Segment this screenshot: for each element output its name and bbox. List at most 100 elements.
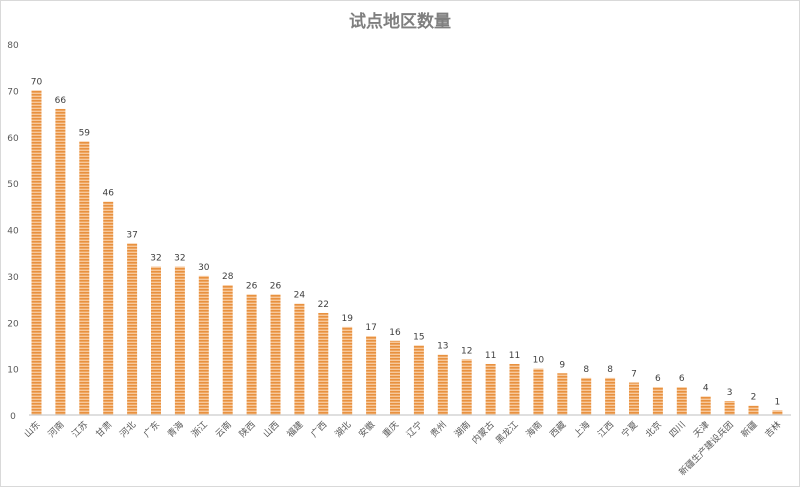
x-tick-label: 西藏 xyxy=(547,419,568,440)
bar xyxy=(198,275,209,415)
bar xyxy=(342,326,353,415)
x-tick-label: 山西 xyxy=(261,419,282,440)
x-tick-label: 重庆 xyxy=(380,419,401,440)
x-tick-label: 四川 xyxy=(668,420,688,440)
data-label: 8 xyxy=(583,365,589,375)
x-tick-label: 青海 xyxy=(165,419,186,440)
bar xyxy=(772,410,783,415)
bar xyxy=(294,303,305,415)
x-tick-label: 湖南 xyxy=(452,419,473,440)
data-label: 6 xyxy=(679,374,685,384)
x-tick-label: 陕西 xyxy=(236,419,257,440)
bar xyxy=(31,90,42,415)
y-tick-label: 40 xyxy=(7,227,19,237)
bar xyxy=(246,294,257,415)
data-label: 6 xyxy=(655,374,661,384)
x-tick-label: 广西 xyxy=(308,419,329,440)
y-axis: 0 10 20 30 40 50 60 70 80 xyxy=(7,41,19,422)
y-tick-label: 30 xyxy=(7,273,19,283)
x-tick-label: 云南 xyxy=(213,419,234,440)
y-tick-label: 50 xyxy=(7,180,19,190)
data-label: 24 xyxy=(294,291,306,301)
data-label: 17 xyxy=(365,323,376,333)
data-label: 4 xyxy=(703,383,709,393)
bar xyxy=(318,312,329,415)
data-label: 70 xyxy=(31,77,43,87)
bar xyxy=(485,363,496,415)
x-tick-label: 黑龙江 xyxy=(493,419,521,447)
data-label: 2 xyxy=(751,393,757,403)
x-tick-label: 海南 xyxy=(523,419,544,440)
data-label: 7 xyxy=(631,370,637,380)
x-tick-label: 江西 xyxy=(596,419,617,440)
y-tick-label: 60 xyxy=(7,134,19,144)
data-label: 19 xyxy=(341,314,353,324)
x-tick-label: 辽宁 xyxy=(404,419,425,440)
bar xyxy=(174,266,185,415)
bar xyxy=(652,387,663,415)
bar xyxy=(509,363,520,415)
data-label: 8 xyxy=(607,365,613,375)
bar xyxy=(151,266,161,415)
x-axis-labels: 山东 河南 江苏 甘肃 河北 广东 青海 浙江 云南 陕西 山西 福建 广西 湖北 安徽 重庆 辽宁 贵州 湖南内蒙… xyxy=(21,419,783,478)
bar xyxy=(270,294,281,415)
bar xyxy=(581,377,592,415)
bar xyxy=(55,108,66,416)
data-label: 32 xyxy=(150,254,161,264)
data-label: 22 xyxy=(318,300,329,310)
x-tick-label: 浙江 xyxy=(189,419,210,440)
bar xyxy=(390,340,400,415)
x-tick-label: 宁夏 xyxy=(619,419,640,440)
x-tick-label: 内蒙古 xyxy=(469,419,497,447)
bar xyxy=(103,201,114,415)
bar xyxy=(437,354,448,415)
data-label: 46 xyxy=(102,189,114,199)
data-label: 3 xyxy=(727,388,733,398)
y-tick-label: 70 xyxy=(7,87,19,97)
bar xyxy=(461,359,472,415)
x-tick-label: 湖北 xyxy=(333,419,354,440)
data-label: 16 xyxy=(389,328,401,338)
bar xyxy=(413,345,424,415)
data-label: 30 xyxy=(198,263,210,273)
data-label: 28 xyxy=(222,272,234,282)
x-tick-label: 甘肃 xyxy=(93,419,114,440)
data-label: 59 xyxy=(79,128,91,138)
x-tick-label: 北京 xyxy=(643,419,664,440)
bar xyxy=(748,405,759,415)
bar xyxy=(629,382,639,415)
x-tick-label: 新疆 xyxy=(738,419,759,440)
y-tick-label: 20 xyxy=(7,319,19,329)
data-label: 26 xyxy=(246,281,258,291)
data-label: 32 xyxy=(174,254,185,264)
data-label: 11 xyxy=(509,351,520,361)
bar xyxy=(676,387,687,415)
bar xyxy=(605,377,616,415)
bar xyxy=(700,396,711,415)
bar xyxy=(557,373,568,415)
data-label: 11 xyxy=(485,351,496,361)
x-tick-label: 上海 xyxy=(571,419,592,440)
data-label: 9 xyxy=(559,360,565,370)
bar xyxy=(127,243,138,415)
bar xyxy=(222,285,233,415)
x-tick-label: 吉林 xyxy=(762,419,783,440)
data-label: 26 xyxy=(270,281,282,291)
data-label: 10 xyxy=(533,356,545,366)
data-label: 66 xyxy=(55,96,67,106)
x-tick-label: 山东 xyxy=(21,419,42,440)
data-label: 13 xyxy=(437,342,448,352)
data-label: 15 xyxy=(413,332,424,342)
data-label: 1 xyxy=(775,397,781,407)
x-tick-label: 福建 xyxy=(284,419,305,440)
y-tick-label: 0 xyxy=(10,412,16,422)
x-tick-label: 河南 xyxy=(45,419,66,440)
bar xyxy=(724,401,735,415)
bar xyxy=(366,336,377,415)
x-tick-label: 江苏 xyxy=(69,419,90,440)
x-tick-label: 安徽 xyxy=(356,419,377,440)
y-tick-label: 10 xyxy=(7,366,19,376)
